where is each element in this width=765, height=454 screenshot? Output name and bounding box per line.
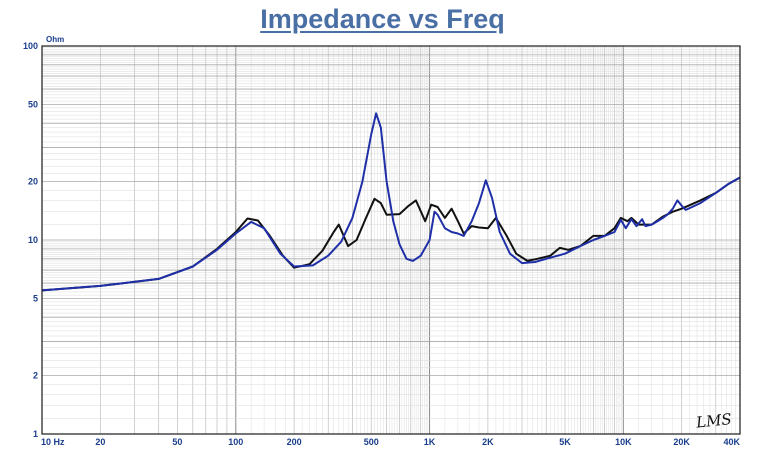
- y-tick-label: 5: [33, 293, 38, 303]
- grid: [41, 46, 741, 435]
- x-tick-label: 20K: [673, 437, 690, 447]
- y-axis-unit: Ohm: [46, 35, 64, 44]
- x-tick-label: 10K: [615, 437, 632, 447]
- chart-title: Impedance vs Freq: [260, 4, 505, 34]
- y-tick-label: 100: [23, 41, 38, 51]
- x-tick-label: 1K: [424, 437, 436, 447]
- lms-logo: LMS: [694, 410, 732, 432]
- y-tick-labels: 1 2 5 10 20 50 100: [23, 41, 38, 439]
- x-tick-label: 500: [364, 437, 379, 447]
- x-tick-labels: 10 Hz 20 50 100 200 500 1K 2K 5K 10K 20K 40K: [41, 437, 740, 447]
- y-tick-label: 50: [28, 99, 38, 109]
- plot-frame: [41, 45, 741, 435]
- x-tick-label: 200: [287, 437, 302, 447]
- series-layer: [41, 112, 741, 292]
- series-line-1: [41, 176, 741, 292]
- x-tick-label: 40K: [723, 437, 740, 447]
- x-tick-label: 20: [95, 437, 105, 447]
- x-tick-label: 100: [228, 437, 243, 447]
- series-line-2: [41, 112, 741, 292]
- x-tick-label: 50: [172, 437, 182, 447]
- x-tick-label: 5K: [559, 437, 571, 447]
- y-tick-label: 1: [33, 429, 38, 439]
- x-tick-label: 2K: [482, 437, 494, 447]
- y-tick-label: 2: [33, 371, 38, 381]
- y-tick-label: 20: [28, 177, 38, 187]
- x-tick-label: 10 Hz: [41, 437, 65, 447]
- y-tick-label: 10: [28, 235, 38, 245]
